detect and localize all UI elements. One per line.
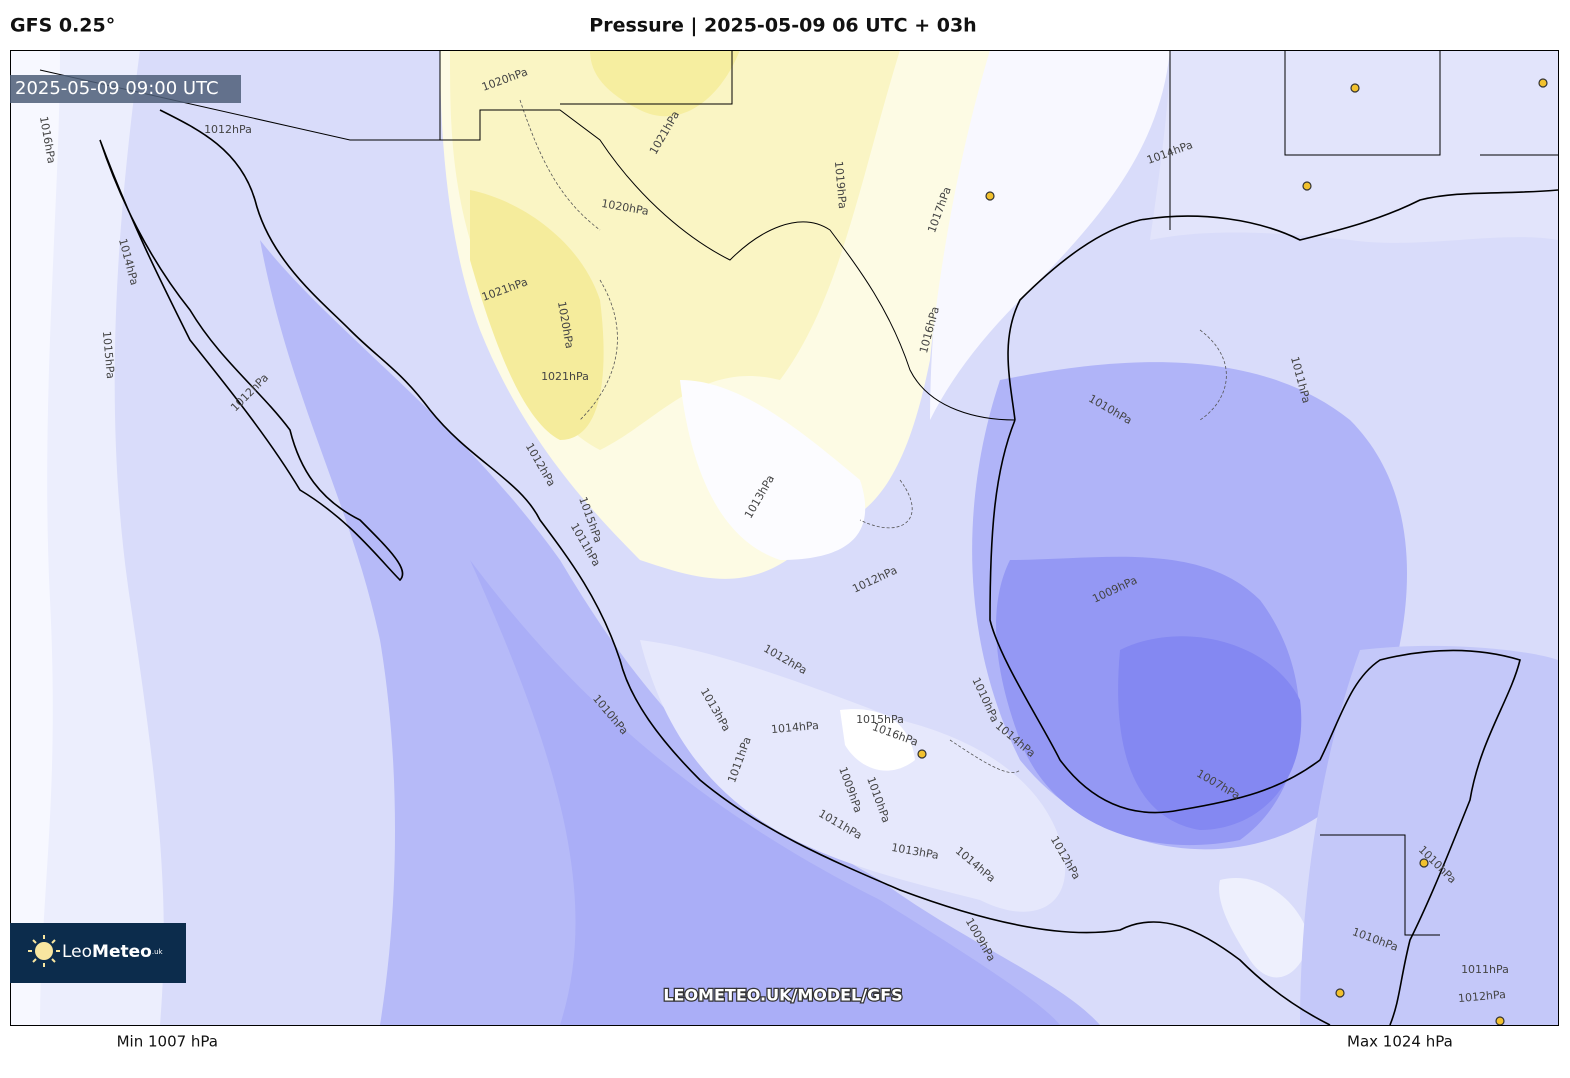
- contour-label: 1021hPa: [541, 370, 589, 383]
- map-title: Pressure | 2025-05-09 06 UTC + 03h: [589, 15, 976, 37]
- contour-label: 1011hPa: [1461, 963, 1509, 976]
- contour-label: 1015hPa: [100, 331, 117, 380]
- min-label: Min 1007 hPa: [117, 1033, 218, 1051]
- logo-sun: [28, 935, 60, 967]
- contour-label: 1014hPa: [771, 719, 820, 736]
- logo-light: Leo: [62, 942, 92, 962]
- logo-suffix: .uk: [152, 948, 164, 956]
- logo-bold: Meteo: [92, 942, 152, 962]
- logo: LeoMeteo.uk: [62, 942, 164, 962]
- watermark: LEOMETEO.UK/MODEL/GFS: [663, 986, 902, 1005]
- contour-label: 1012hPa: [204, 123, 252, 136]
- model-name: GFS 0.25°: [10, 15, 115, 37]
- contour-label: 1019hPa: [832, 161, 849, 210]
- contour-label: 1015hPa: [856, 713, 904, 726]
- max-label: Max 1024 hPa: [1347, 1033, 1453, 1051]
- timestamp: 2025-05-09 09:00 UTC: [15, 78, 219, 99]
- contour-label: 1012hPa: [1458, 988, 1507, 1005]
